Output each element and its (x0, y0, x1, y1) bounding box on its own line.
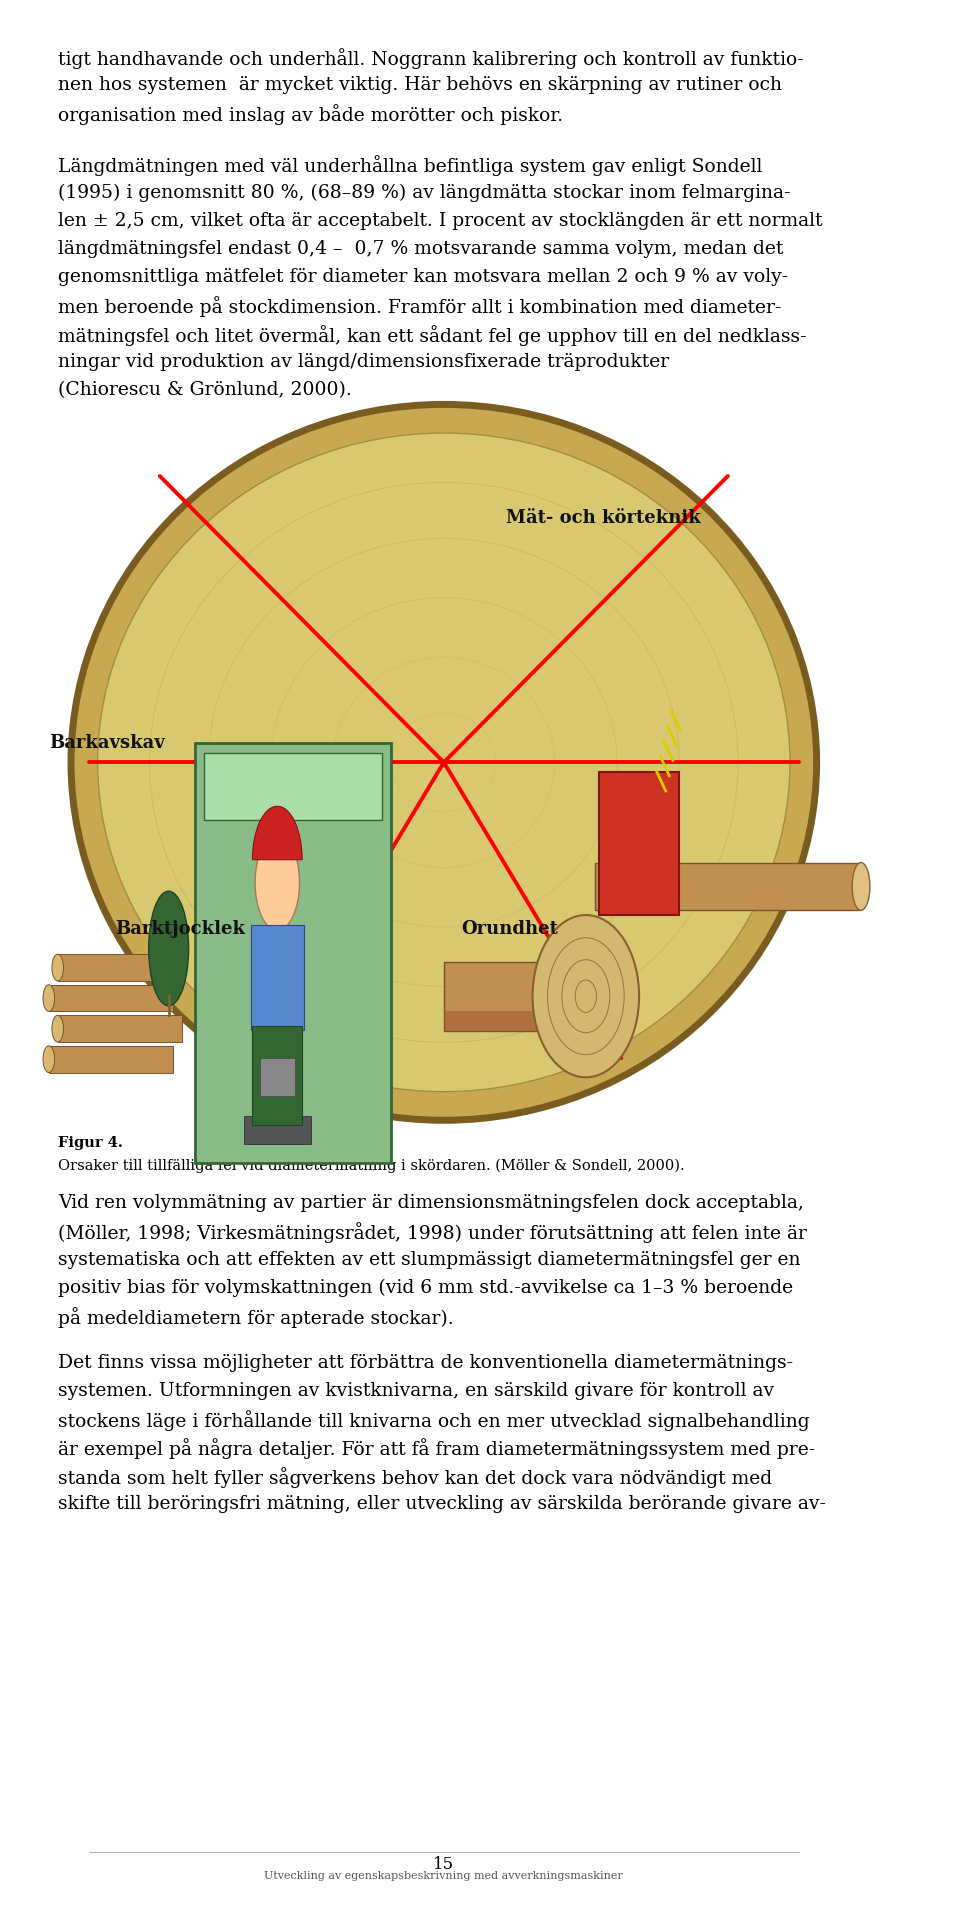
FancyBboxPatch shape (49, 1046, 173, 1073)
Text: len ± 2,5 cm, vilket ofta är acceptabelt. I procent av stocklängden är ett norma: len ± 2,5 cm, vilket ofta är acceptabelt… (58, 212, 822, 229)
Text: mätningsfel och litet övermål, kan ett sådant fel ge upphov till en del nedklass: mätningsfel och litet övermål, kan ett s… (58, 325, 806, 346)
Text: Orundhet: Orundhet (462, 920, 559, 937)
Text: nen hos systemen  är mycket viktig. Här behövs en skärpning av rutiner och: nen hos systemen är mycket viktig. Här b… (58, 76, 781, 94)
Ellipse shape (149, 892, 188, 1006)
Ellipse shape (98, 433, 790, 1092)
FancyBboxPatch shape (252, 1025, 302, 1124)
Text: på medeldiametern för apterade stockar).: på medeldiametern för apterade stockar). (58, 1308, 453, 1329)
Text: Barktjocklek: Barktjocklek (115, 920, 246, 937)
Text: längdmätningsfel endast 0,4 –  0,7 % motsvarande samma volym, medan det: längdmätningsfel endast 0,4 – 0,7 % mots… (58, 241, 783, 258)
Ellipse shape (71, 405, 817, 1121)
Text: tigt handhavande och underhåll. Noggrann kalibrering och kontroll av funktio-: tigt handhavande och underhåll. Noggrann… (58, 48, 804, 69)
Ellipse shape (52, 1016, 63, 1042)
Text: men beroende på stockdimension. Framför allt i kombination med diameter-: men beroende på stockdimension. Framför … (58, 296, 781, 317)
FancyBboxPatch shape (204, 752, 382, 819)
Text: Det finns vissa möjligheter att förbättra de konventionella diametermätnings-: Det finns vissa möjligheter att förbättr… (58, 1353, 793, 1373)
FancyBboxPatch shape (599, 771, 679, 914)
Text: standa som helt fyller sågverkens behov kan det dock vara nödvändigt med: standa som helt fyller sågverkens behov … (58, 1466, 772, 1487)
FancyBboxPatch shape (49, 985, 173, 1012)
Text: är exempel på några detaljer. För att få fram diametermätningssystem med pre-: är exempel på några detaljer. För att få… (58, 1437, 815, 1458)
Text: skifte till beröringsfri mätning, eller utveckling av särskilda berörande givare: skifte till beröringsfri mätning, eller … (58, 1495, 826, 1514)
FancyBboxPatch shape (58, 1016, 182, 1042)
Wedge shape (252, 806, 302, 859)
Ellipse shape (533, 914, 639, 1077)
Ellipse shape (43, 1046, 55, 1073)
FancyBboxPatch shape (444, 1012, 586, 1031)
Text: (1995) i genomsnitt 80 %, (68–89 %) av längdmätta stockar inom felmargina-: (1995) i genomsnitt 80 %, (68–89 %) av l… (58, 183, 790, 202)
Text: Mät- och körteknik: Mät- och körteknik (506, 510, 701, 527)
Text: systematiska och att effekten av ett slumpmässigt diametermätningsfel ger en: systematiska och att effekten av ett slu… (58, 1250, 801, 1269)
Text: Längdmätningen med väl underhållna befintliga system gav enligt Sondell: Längdmätningen med väl underhållna befin… (58, 155, 762, 176)
Text: Utveckling av egenskapsbeskrivning med avverkningsmaskiner: Utveckling av egenskapsbeskrivning med a… (264, 1871, 623, 1880)
Text: genomsnittliga mätfelet för diameter kan motsvara mellan 2 och 9 % av voly-: genomsnittliga mätfelet för diameter kan… (58, 267, 788, 286)
Text: stockens läge i förhållande till knivarna och en mer utvecklad signalbehandling: stockens läge i förhållande till knivarn… (58, 1411, 809, 1432)
Text: positiv bias för volymskattningen (vid 6 mm std.-avvikelse ca 1–3 % beroende: positiv bias för volymskattningen (vid 6… (58, 1279, 793, 1296)
Text: ningar vid produktion av längd/dimensionsfixerade träprodukter: ningar vid produktion av längd/dimension… (58, 353, 669, 370)
Text: Vid ren volymmätning av partier är dimensionsmätningsfelen dock acceptabla,: Vid ren volymmätning av partier är dimen… (58, 1193, 804, 1212)
Text: Barkavskav: Barkavskav (49, 733, 164, 752)
FancyBboxPatch shape (259, 1058, 295, 1096)
FancyBboxPatch shape (58, 954, 182, 981)
FancyBboxPatch shape (195, 743, 391, 1163)
Text: 15: 15 (433, 1856, 454, 1873)
Ellipse shape (52, 954, 63, 981)
FancyBboxPatch shape (244, 1115, 311, 1143)
FancyBboxPatch shape (594, 863, 861, 911)
Text: Figur 4.: Figur 4. (58, 1136, 123, 1149)
Circle shape (255, 834, 300, 930)
Text: organisation med inslag av både morötter och piskor.: organisation med inslag av både morötter… (58, 105, 563, 126)
Ellipse shape (43, 985, 55, 1012)
FancyBboxPatch shape (251, 924, 304, 1029)
FancyBboxPatch shape (444, 962, 586, 1031)
Ellipse shape (852, 863, 870, 911)
Text: systemen. Utformningen av kvistknivarna, en särskild givare för kontroll av: systemen. Utformningen av kvistknivarna,… (58, 1382, 774, 1399)
Text: Orsaker till tillfälliga fel vid diametermätning i skördaren. (Möller & Sondell,: Orsaker till tillfälliga fel vid diamete… (58, 1159, 684, 1174)
Text: (Möller, 1998; Virkesmätningsrådet, 1998) under förutsättning att felen inte är: (Möller, 1998; Virkesmätningsrådet, 1998… (58, 1222, 806, 1243)
Text: (Chiorescu & Grönlund, 2000).: (Chiorescu & Grönlund, 2000). (58, 382, 351, 399)
